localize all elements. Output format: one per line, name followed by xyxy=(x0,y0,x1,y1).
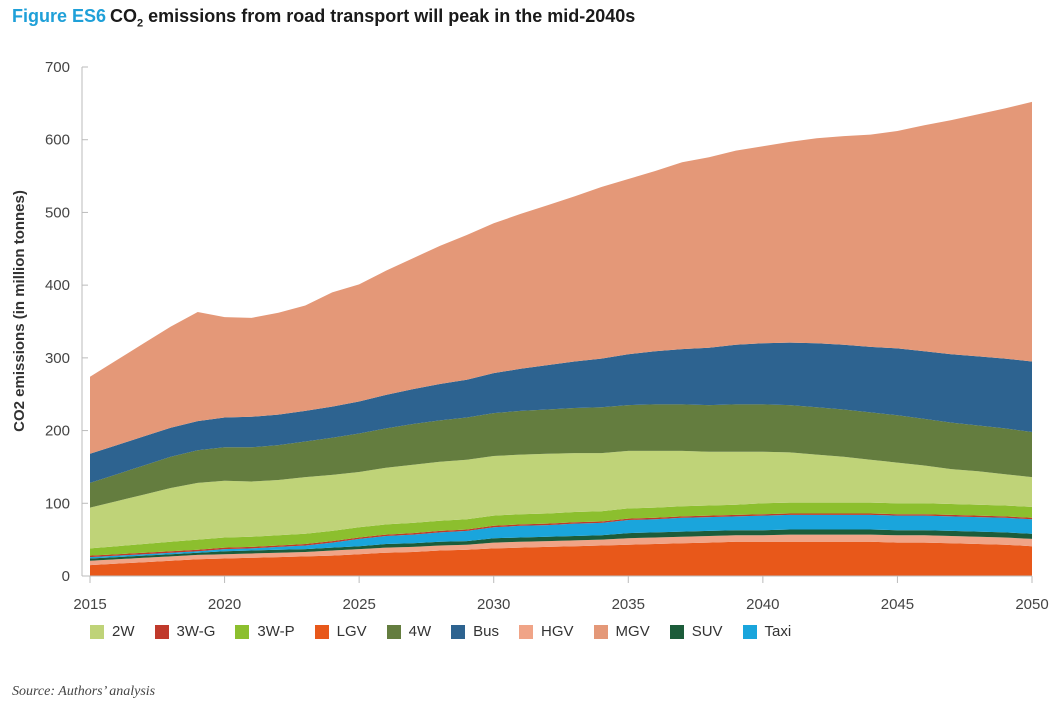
y-tick-label: 200 xyxy=(45,423,70,440)
legend-item-bus: Bus xyxy=(451,623,499,640)
chart-title: Figure ES6 CO2 emissions from road transp… xyxy=(12,6,635,30)
y-tick-label: 300 xyxy=(45,350,70,367)
legend-swatch xyxy=(235,624,250,639)
legend-item-3w-p: 3W-P xyxy=(235,623,295,640)
legend-swatch xyxy=(386,624,401,639)
area-series-3w-p xyxy=(90,502,1032,556)
x-tick-label: 2025 xyxy=(342,596,375,613)
x-tick-label: 2050 xyxy=(1015,596,1048,613)
y-tick-label: 600 xyxy=(45,132,70,149)
legend-swatch xyxy=(742,624,757,639)
y-tick-label: 100 xyxy=(45,495,70,512)
y-tick-label: 500 xyxy=(45,204,70,221)
y-axis-label: CO2 emissions (in million tonnes) xyxy=(11,190,28,432)
x-tick-label: 2040 xyxy=(746,596,779,613)
area-series-bus xyxy=(90,342,1032,483)
x-tick-label: 2035 xyxy=(612,596,645,613)
legend-item-lgv: LGV xyxy=(314,623,367,640)
y-tick-label: 400 xyxy=(45,277,70,294)
legend-swatch xyxy=(519,624,534,639)
legend-item-hgv: HGV xyxy=(519,623,574,640)
legend-label: LGV xyxy=(336,623,367,640)
legend-swatch xyxy=(314,624,329,639)
legend-label: 2W xyxy=(112,623,135,640)
legend-item-mgv: MGV xyxy=(593,623,650,640)
legend-swatch xyxy=(451,624,466,639)
area-series-2w xyxy=(90,450,1032,549)
figure-label: Figure ES6 xyxy=(12,6,107,26)
area-layers xyxy=(90,101,1032,576)
chart-legend: 2W 3W-G 3W-P LGV 4W Bus HGV MGV SUV Taxi xyxy=(90,623,811,640)
title-text-post: emissions from road transport will peak … xyxy=(143,6,636,26)
legend-label: MGV xyxy=(615,623,650,640)
area-series-taxi xyxy=(90,514,1032,559)
legend-label: 3W-G xyxy=(176,623,216,640)
legend-swatch xyxy=(154,624,169,639)
x-tick-label: 2030 xyxy=(477,596,510,613)
legend-item-2w: 2W xyxy=(90,623,135,640)
legend-swatch xyxy=(669,624,684,639)
legend-label: SUV xyxy=(691,623,723,640)
area-series-suv xyxy=(90,529,1032,561)
legend-label: 3W-P xyxy=(257,623,295,640)
source-note: Source: Authors’ analysis xyxy=(12,684,156,699)
legend-item-3w-g: 3W-G xyxy=(154,623,216,640)
area-series-4w xyxy=(90,404,1032,508)
y-tick-label: 0 xyxy=(62,568,70,585)
x-tick-label: 2015 xyxy=(73,596,106,613)
title-subscript: 2 xyxy=(137,17,144,30)
legend-label: Taxi xyxy=(764,623,792,640)
legend-swatch xyxy=(593,624,608,639)
legend-item-suv: SUV xyxy=(669,623,723,640)
legend-label: 4W xyxy=(408,623,432,640)
legend-swatch xyxy=(90,624,104,639)
axes: 0 100 200 300 400 500 600 700 2015 2020 2025 2030 20… xyxy=(45,59,1049,613)
title-text-pre: CO xyxy=(110,6,138,26)
area-series-mgv xyxy=(90,101,1032,454)
area-series-lgv xyxy=(90,541,1032,576)
y-tick-label: 700 xyxy=(45,59,70,76)
legend-label: Bus xyxy=(473,623,500,640)
x-tick-label: 2020 xyxy=(208,596,241,613)
legend-label: HGV xyxy=(541,623,574,640)
legend-item-4w: 4W xyxy=(386,623,432,640)
x-tick-label: 2045 xyxy=(881,596,914,613)
legend-item-taxi: Taxi xyxy=(742,623,792,640)
area-chart: 0 100 200 300 400 500 600 700 2015 2020 2025 2030 20… xyxy=(11,59,1049,613)
area-series-hgv xyxy=(90,534,1032,566)
